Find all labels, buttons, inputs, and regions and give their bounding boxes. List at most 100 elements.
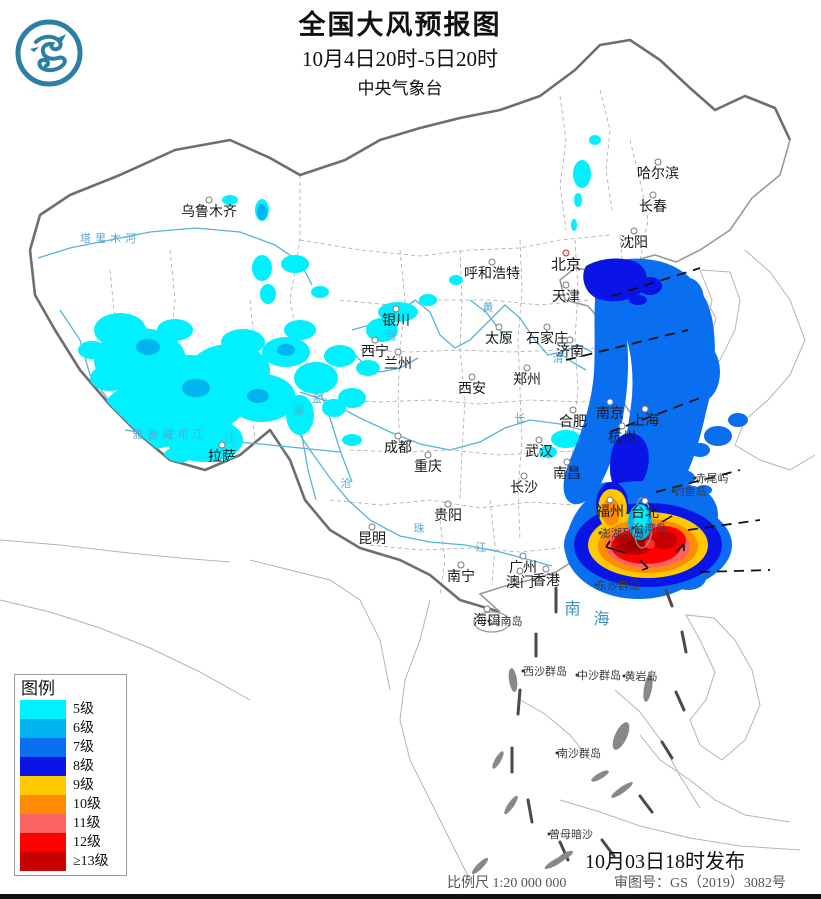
city-marker-dot	[520, 472, 528, 480]
city-marker-dot	[444, 500, 452, 508]
city-marker-dot	[483, 605, 491, 613]
city-label: 南宁	[447, 570, 475, 585]
geographic-label: 赤尾屿	[695, 473, 729, 485]
river-name-label: 塔里木河	[80, 233, 140, 245]
geographic-label: 海南岛	[489, 616, 523, 628]
city-marker-dot	[523, 364, 531, 372]
island-marker-dot	[671, 489, 675, 493]
city-marker-dot	[606, 398, 614, 406]
island-marker-dot	[547, 832, 551, 836]
city-label: 济南	[556, 345, 584, 360]
river-name-label: 澜	[292, 405, 308, 417]
geographic-label: 台湾岛	[633, 523, 667, 535]
legend-item: 7级	[20, 738, 122, 757]
city-marker-dot	[618, 422, 626, 430]
maritime-boundary-dashes	[565, 267, 771, 573]
island-marker-dot	[622, 674, 626, 678]
city-label: 台北	[631, 506, 659, 521]
city-label: 杭州	[608, 431, 636, 446]
river-name-label: 河	[385, 330, 401, 342]
legend-item-label: ≥13级	[73, 854, 109, 869]
hainan-island-outline	[473, 611, 511, 633]
legend-color-swatch	[20, 776, 66, 795]
river-name-label: 江	[475, 542, 491, 554]
legend-color-swatch	[20, 738, 66, 757]
city-label: 呼和浩特	[464, 267, 520, 282]
city-marker-dot	[654, 158, 662, 166]
geographic-label: 澎湖列岛	[600, 528, 644, 540]
city-label: 重庆	[414, 460, 442, 475]
city-label: 石家庄	[526, 332, 568, 347]
neighbor-country-outlines	[0, 249, 816, 881]
city-label: 乌鲁木齐	[181, 205, 237, 220]
geographic-label: 西沙群岛	[523, 666, 567, 678]
city-label: 昆明	[358, 532, 386, 547]
city-marker-dot	[569, 406, 577, 414]
map-scale: 比例尺 1:20 000 000	[447, 876, 567, 891]
legend-items: 5级 6级 7级 8级 9级 10级 11级 12级 ≥13级	[20, 700, 122, 871]
legend-item: 8级	[20, 757, 122, 776]
city-label: 成都	[384, 441, 412, 456]
cma-dragon-logo-icon	[15, 19, 83, 87]
city-label: 福州	[596, 505, 624, 520]
legend-item: 10级	[20, 795, 122, 814]
river-name-label: 江	[224, 433, 240, 445]
city-label: 长春	[639, 200, 667, 215]
city-label: 武汉	[525, 445, 553, 460]
city-marker-dot	[542, 565, 550, 573]
city-label: 兰州	[384, 357, 412, 372]
legend-color-swatch	[20, 795, 66, 814]
city-label: 银川	[382, 314, 410, 329]
island-marker-dot	[594, 583, 598, 587]
river-name-label: 金	[311, 393, 327, 405]
island-marker-dot	[575, 673, 579, 677]
city-label: 沈阳	[620, 236, 648, 251]
page-title: 全国大风预报图	[298, 10, 502, 40]
legend: 图例 5级 6级 7级 8级 9级 10级 11级 12级 ≥13级	[14, 674, 127, 876]
legend-title: 图例	[21, 679, 55, 698]
legend-item: 12级	[20, 833, 122, 852]
legend-item-label: 9级	[73, 778, 94, 793]
city-label: 长沙	[510, 481, 538, 496]
legend-item: 5级	[20, 700, 122, 719]
river-name-label: 渭	[552, 353, 568, 365]
city-marker-dot	[649, 191, 657, 199]
legend-color-swatch	[20, 757, 66, 776]
city-marker-dot	[606, 496, 614, 504]
wind-level-6-cores-west	[136, 204, 295, 403]
legend-item: ≥13级	[20, 852, 122, 871]
city-marker-dot	[566, 336, 574, 344]
title-block: 全国大风预报图 10月4日20时-5日20时 中央气象台	[255, 8, 545, 102]
city-label: 西宁	[361, 345, 389, 360]
geographic-label: 钓鱼岛	[673, 486, 707, 498]
sea-name-label: 海	[593, 611, 617, 628]
city-marker-dot	[488, 258, 496, 266]
city-marker-dot	[368, 523, 376, 531]
geographic-label: 曾母暗沙	[549, 829, 593, 841]
issue-time: 10月03日18时发布	[585, 851, 745, 873]
city-label: 南京	[596, 407, 624, 422]
legend-item: 11级	[20, 814, 122, 833]
legend-item: 9级	[20, 776, 122, 795]
city-marker-dot	[495, 323, 503, 331]
city-label: 合肥	[559, 415, 587, 430]
river-name-label: 黄	[482, 302, 498, 314]
city-label: 天津	[552, 290, 580, 305]
city-marker-dot	[392, 305, 400, 313]
city-marker-dot	[468, 373, 476, 381]
river-name-label: 沧	[340, 478, 356, 490]
wind-level-5-areas	[78, 195, 463, 480]
legend-item-label: 12级	[73, 835, 101, 850]
forecast-period: 10月4日20时-5日20时	[302, 47, 498, 71]
legend-color-swatch	[20, 833, 66, 852]
city-label: 太原	[485, 332, 513, 347]
city-label: 澳门	[506, 576, 534, 591]
typhoon-wind-field	[564, 481, 732, 599]
river-name-label: 珠	[413, 523, 429, 535]
legend-item-label: 6级	[73, 721, 94, 736]
city-label: 香港	[532, 574, 560, 589]
issuing-agency: 中央气象台	[357, 79, 443, 98]
river-name-label: 雅鲁藏布江	[132, 429, 208, 441]
legend-color-swatch	[20, 719, 66, 738]
